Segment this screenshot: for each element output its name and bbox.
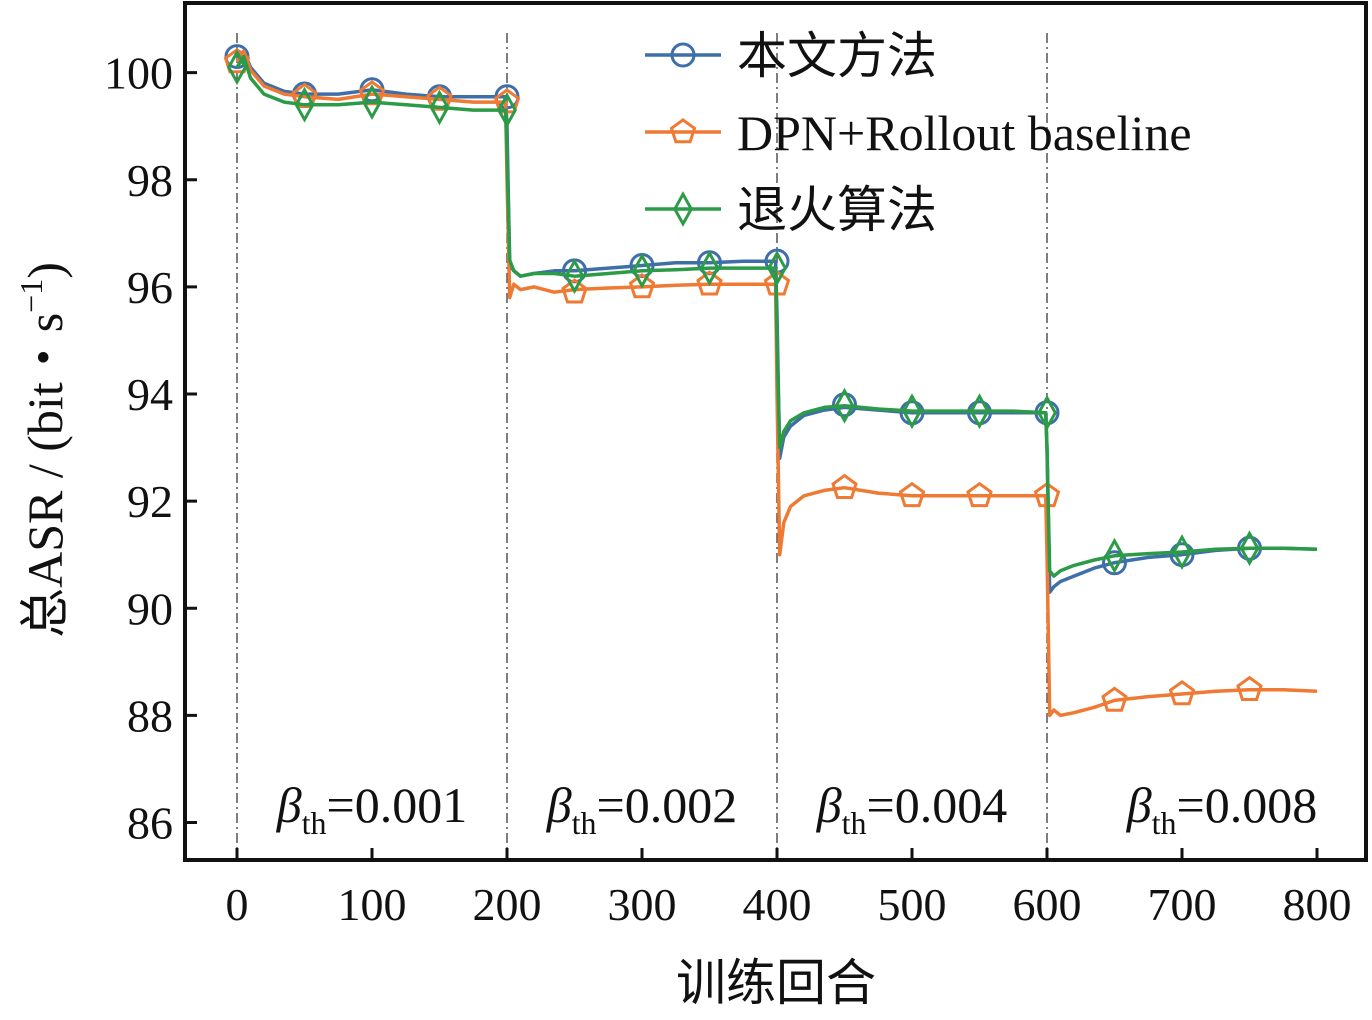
marker-circle	[1102, 550, 1127, 576]
x-axis-title: 训练回合	[676, 955, 876, 1011]
marker-diamond	[673, 191, 694, 227]
marker-pentagon	[628, 272, 656, 299]
marker-diamond	[902, 393, 923, 430]
phase-label-symbol: β	[546, 777, 572, 833]
marker-diamond	[294, 86, 315, 123]
x-tick-label: 300	[608, 879, 677, 930]
legend-item: 本文方法	[645, 28, 937, 84]
marker-diamond	[429, 89, 450, 126]
y-axis-title-unit: s	[17, 313, 73, 332]
phase-label: βth=0.002	[546, 777, 738, 841]
series-line	[235, 54, 1318, 578]
marker-diamond	[969, 393, 990, 430]
marker-pentagon	[1236, 675, 1263, 701]
phase-label-symbol: β	[276, 777, 302, 833]
legend-label: 本文方法	[737, 28, 937, 84]
x-tick-label: 0	[226, 879, 249, 930]
series-3	[227, 49, 1318, 578]
phase-labels: βth=0.001 βth=0.002 βth=0.004 βth=0.008	[276, 777, 1318, 841]
marker-pentagon	[966, 481, 993, 508]
legend-label: DPN+Rollout baseline	[737, 105, 1192, 161]
marker-diamond	[564, 258, 585, 295]
marker-pentagon	[426, 85, 453, 111]
y-axis-title-main: 总ASR / (bit	[17, 382, 73, 638]
marker-diamond	[227, 49, 248, 86]
marker-diamond	[632, 252, 653, 289]
legend: 本文方法 DPN+Rollout baseline 退火算法	[645, 28, 1192, 238]
x-tick-label: 400	[743, 879, 812, 930]
y-tick-label: 94	[127, 369, 173, 420]
y-tick-label: 88	[127, 690, 173, 741]
y-tick-label: 100	[104, 48, 173, 99]
y-axis-title-dot: ・	[17, 332, 73, 382]
x-tick-label: 200	[473, 879, 542, 930]
x-tick-label: 100	[338, 879, 407, 930]
marker-diamond	[362, 84, 383, 120]
series-layer	[223, 44, 1318, 718]
phase-label-subscript: th	[842, 805, 867, 841]
y-tick-label: 86	[127, 798, 173, 849]
axis-ticks	[185, 71, 1319, 860]
axis-tick-labels: 0 100 200 300 400 500 600 700 800 86 88 90 92 94 96 98 1…	[104, 48, 1352, 930]
marker-diamond	[1172, 534, 1193, 570]
marker-circle	[670, 42, 696, 68]
y-axis-title: 总ASR / (bit・s−1)	[13, 262, 73, 638]
y-axis-title-close: )	[17, 262, 73, 279]
marker-diamond	[767, 250, 788, 287]
phase-label-value: =0.004	[867, 777, 1008, 833]
y-tick-label: 90	[127, 583, 173, 634]
phase-label-value: =0.002	[597, 777, 738, 833]
marker-diamond	[699, 250, 720, 287]
y-tick-label: 98	[127, 155, 173, 206]
phase-label-subscript: th	[302, 805, 327, 841]
phase-label-subscript: th	[572, 805, 597, 841]
y-tick-label: 96	[127, 262, 173, 313]
y-tick-label: 92	[127, 476, 173, 527]
phase-label-value: =0.001	[327, 777, 468, 833]
x-tick-label: 600	[1013, 879, 1082, 930]
marker-pentagon	[831, 473, 858, 499]
x-tick-label: 800	[1283, 879, 1352, 930]
marker-diamond	[1239, 530, 1260, 567]
marker-diamond	[834, 387, 855, 424]
legend-item: DPN+Rollout baseline	[645, 105, 1192, 161]
marker-pentagon	[898, 481, 926, 508]
marker-pentagon	[1101, 686, 1128, 712]
phase-label-symbol: β	[1126, 777, 1152, 833]
phase-label: βth=0.008	[1126, 777, 1318, 841]
marker-diamond	[1104, 537, 1125, 574]
phase-label-subscript: th	[1152, 805, 1177, 841]
legend-label: 退火算法	[737, 182, 937, 238]
phase-label: βth=0.001	[276, 777, 468, 841]
y-axis-title-exponent: −1	[13, 279, 49, 313]
phase-label-symbol: β	[816, 777, 842, 833]
marker-diamond	[497, 92, 518, 129]
marker-diamond	[1037, 394, 1058, 431]
marker-pentagon	[561, 278, 588, 304]
x-tick-label: 500	[878, 879, 947, 930]
phase-label-value: =0.008	[1177, 777, 1318, 833]
phase-label: βth=0.004	[816, 777, 1008, 841]
marker-pentagon	[669, 118, 697, 144]
marker-pentagon	[223, 47, 251, 74]
marker-pentagon	[696, 270, 723, 296]
legend-item: 退火算法	[645, 182, 937, 238]
marker-pentagon	[1168, 680, 1196, 706]
x-tick-label: 700	[1148, 879, 1217, 930]
phase-boundary-lines	[236, 33, 1048, 860]
